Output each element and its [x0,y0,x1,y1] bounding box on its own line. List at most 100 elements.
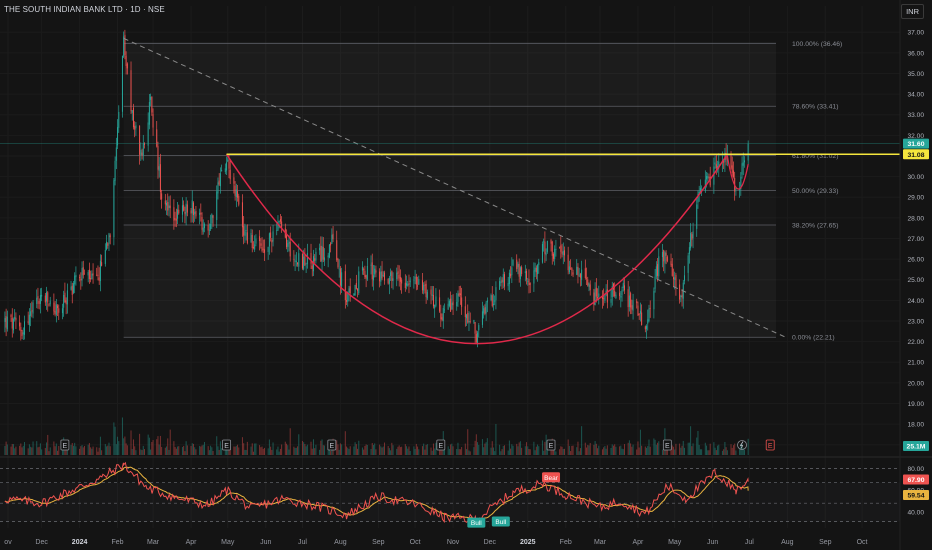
candle-body [327,255,329,258]
candle-body [30,311,32,316]
volume-bar [202,444,204,455]
volume-bar [734,443,736,455]
x-tick-label: Oct [410,539,421,546]
candle-body [10,314,12,317]
volume-bar [53,441,55,455]
candle-body [409,280,411,283]
candle-body [485,302,487,314]
candle-body [473,319,475,323]
candle-body [83,273,85,275]
candle-body [450,298,452,312]
candle-body [699,187,701,193]
currency-button[interactable]: INR [901,4,924,19]
candle-body [207,225,209,231]
volume-bar [130,430,132,455]
volume-bar [379,444,381,455]
volume-bar [589,443,591,455]
candle-body [36,297,38,304]
candle-body [322,246,324,260]
volume-bar [276,449,278,455]
candle-body [323,257,325,261]
volume-bar [382,446,384,455]
volume-bar [161,446,163,455]
volume-bar [108,442,110,455]
volume-bar [58,445,60,455]
candle-body [379,271,381,282]
volume-bar [545,434,547,455]
volume-bar [672,446,674,455]
candle-body [338,268,340,270]
volume-bar [227,446,229,455]
volume-bar [195,449,197,455]
candle-body [287,243,289,247]
volume-bar [216,436,218,455]
candle-body [311,265,313,269]
candle-body [71,285,73,295]
volume-bar [415,443,417,455]
volume-bar [581,426,583,455]
x-tick-label: May [668,539,682,546]
volume-bar [568,445,570,455]
candle-body [219,173,221,187]
candle-body [637,305,639,316]
candle-body [156,129,158,147]
earnings-marker [436,439,446,451]
volume-bar [474,440,476,455]
candle-body [452,301,454,306]
volume-bar [485,442,487,455]
candle-body [461,297,463,307]
volume-bar [243,443,245,455]
volume-bar [57,450,59,455]
volume-bar [27,448,29,455]
volume-bar [322,445,324,455]
volume-bar [4,445,6,455]
volume-bar [528,449,530,455]
candle-body [387,278,389,284]
candle-body [234,185,236,196]
volume-bar [46,442,48,455]
volume-bar [22,445,24,455]
candle-body [260,243,262,246]
candle-body [158,166,160,171]
volume-bar [452,446,454,455]
volume-bar [578,451,580,455]
candle-body [692,231,694,239]
volume-bar [605,448,607,455]
volume-bar [397,446,399,455]
volume-bar [717,445,719,455]
volume-bar [211,447,213,455]
candle-body [23,321,25,335]
candle-body [194,211,196,215]
volume-bar [464,443,466,455]
candle-body [237,191,239,198]
candle-body [5,316,7,328]
volume-bar [44,447,46,455]
volume-bar [628,440,630,455]
candle-body [164,200,166,205]
fib-level-label: 100.00% (36.46) [792,41,842,48]
volume-bar [699,449,701,455]
candle-body [202,227,204,232]
candle-body [372,275,374,281]
candle-body [571,268,573,271]
volume-bar [396,448,398,455]
candle-body [228,161,230,169]
candle-body [483,308,485,314]
candles-layer[interactable] [4,29,749,348]
x-tick-label: Jul [298,539,307,546]
volume-bar [96,447,98,455]
volume-bar [152,440,154,455]
volume-bar [683,447,685,455]
candle-body [115,147,117,161]
volume-bar [199,445,201,455]
volume-bar [82,447,84,455]
earnings-marker [60,439,70,451]
volume-bar [682,440,684,455]
volume-bar [218,449,220,455]
volume-bar [510,448,512,455]
candle-body [631,305,633,310]
volume-bar [541,440,543,455]
volume-bar [92,446,94,455]
candle-body [425,283,427,298]
